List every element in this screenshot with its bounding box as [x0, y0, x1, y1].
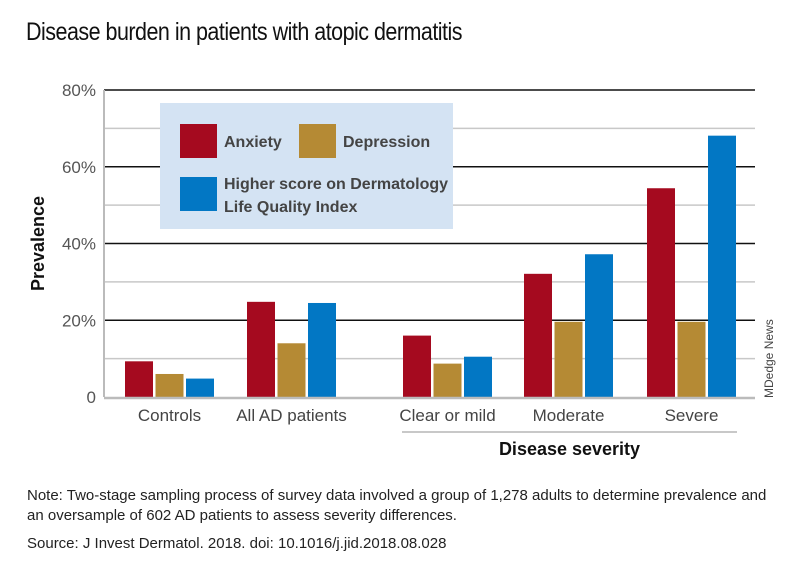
bar-depression-all-ad-patients [277, 343, 306, 397]
y-tick-label: 60% [62, 158, 96, 177]
legend-label-anxiety: Anxiety [224, 134, 282, 151]
source: Source: J Invest Dermatol. 2018. doi: 10… [27, 535, 446, 552]
bar-higher-controls [186, 378, 214, 397]
legend-swatch-anxiety [180, 124, 217, 158]
y-tick-label: 40% [62, 235, 96, 254]
legend: Anxiety Depression Higher score on Derma… [160, 103, 453, 229]
legend-swatch-dlqi [180, 177, 217, 211]
source-text: J Invest Dermatol. 2018. doi: 10.1016/j.… [82, 535, 447, 552]
bar-depression-moderate [554, 321, 583, 397]
y-axis-label: Prevalence [28, 196, 48, 291]
chart-title: Disease burden in patients with atopic d… [26, 18, 463, 46]
category-label: Clear or mild [399, 406, 495, 425]
bar-depression-severe [677, 321, 706, 397]
note-text: Two-stage sampling process of survey dat… [27, 487, 767, 524]
legend-label-dlqi-line2: Life Quality Index [224, 199, 357, 216]
bar-depression-controls [155, 373, 184, 397]
bar-anxiety-severe [647, 188, 675, 397]
y-tick-label: 20% [62, 311, 96, 330]
bar-anxiety-moderate [524, 273, 552, 397]
source-label: Source: [27, 535, 79, 552]
legend-label-dlqi-line1: Higher score on Dermatology [224, 176, 448, 193]
severity-group-label: Disease severity [499, 439, 640, 459]
category-label: Controls [138, 406, 201, 425]
legend-label-depression: Depression [343, 134, 430, 151]
y-tick-labels: 0 20% 40% 60% 80% [62, 81, 96, 407]
bar-higher-all-ad-patients [308, 302, 336, 397]
note-label: Note: [27, 487, 63, 504]
note: Note: Two-stage sampling process of surv… [27, 486, 787, 526]
bar-anxiety-clear-or-mild [403, 335, 431, 397]
y-tick-label: 80% [62, 81, 96, 100]
category-labels: Controls All AD patients Clear or mild Mode… [138, 406, 719, 425]
bar-depression-clear-or-mild [433, 363, 462, 397]
legend-swatch-depression [299, 124, 336, 158]
bar-higher-moderate [585, 254, 613, 397]
bar-higher-severe [708, 135, 736, 397]
y-tick-label: 0 [87, 388, 96, 407]
credit-watermark: MDedge News [762, 319, 776, 398]
category-label: Severe [665, 406, 719, 425]
category-label: Moderate [533, 406, 605, 425]
bars [125, 135, 736, 397]
category-label: All AD patients [236, 406, 347, 425]
bar-anxiety-controls [125, 361, 153, 397]
bar-anxiety-all-ad-patients [247, 301, 275, 397]
bar-higher-clear-or-mild [464, 356, 492, 397]
